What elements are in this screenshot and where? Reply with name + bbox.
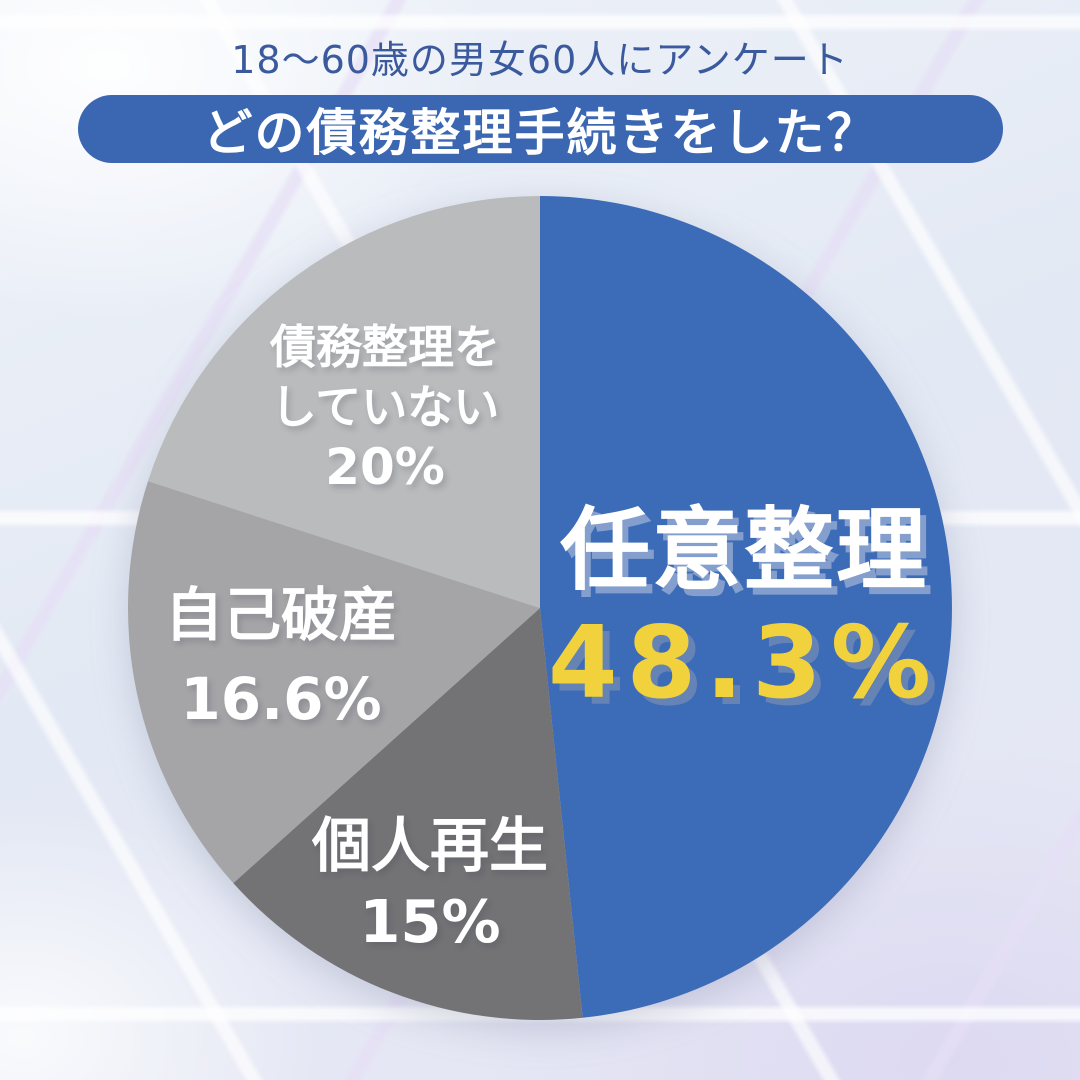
survey-note: 18〜60歳の男女60人にアンケート bbox=[231, 38, 849, 82]
segment-label-kojin-saisei: 個人再生 15% bbox=[312, 808, 548, 960]
segment-label-saimu-seiri-shitenai: 債務整理を していない 20% bbox=[270, 317, 500, 497]
segment-value: 20% bbox=[325, 438, 445, 496]
segment-name-line1: 債務整理を bbox=[270, 320, 500, 374]
pie-segment-jiko-hasan bbox=[127, 481, 541, 884]
pie-segment-kojin-saisei bbox=[233, 608, 583, 1020]
segment-name: 個人再生 bbox=[311, 811, 549, 880]
page-title: どの債務整理手続きをした？ bbox=[202, 104, 879, 162]
segment-value: 16.6% bbox=[180, 665, 382, 733]
segment-name: 自己破産 bbox=[164, 581, 398, 649]
segment-name-line2: していない bbox=[270, 380, 500, 434]
title-banner: どの債務整理手続きをした？ bbox=[78, 95, 1003, 163]
segment-label-nini-seiri: 任意整理 48.3% bbox=[548, 497, 940, 721]
pie-segment-saimu-seiri-shitenai bbox=[148, 196, 540, 608]
pie-segment-nini-seiri bbox=[540, 196, 952, 1018]
segment-value: 48.3% bbox=[548, 604, 940, 721]
segment-label-jiko-hasan: 自己破産 16.6% bbox=[165, 573, 397, 741]
segment-value: 15% bbox=[359, 887, 501, 956]
segment-name: 任意整理 bbox=[560, 498, 928, 603]
